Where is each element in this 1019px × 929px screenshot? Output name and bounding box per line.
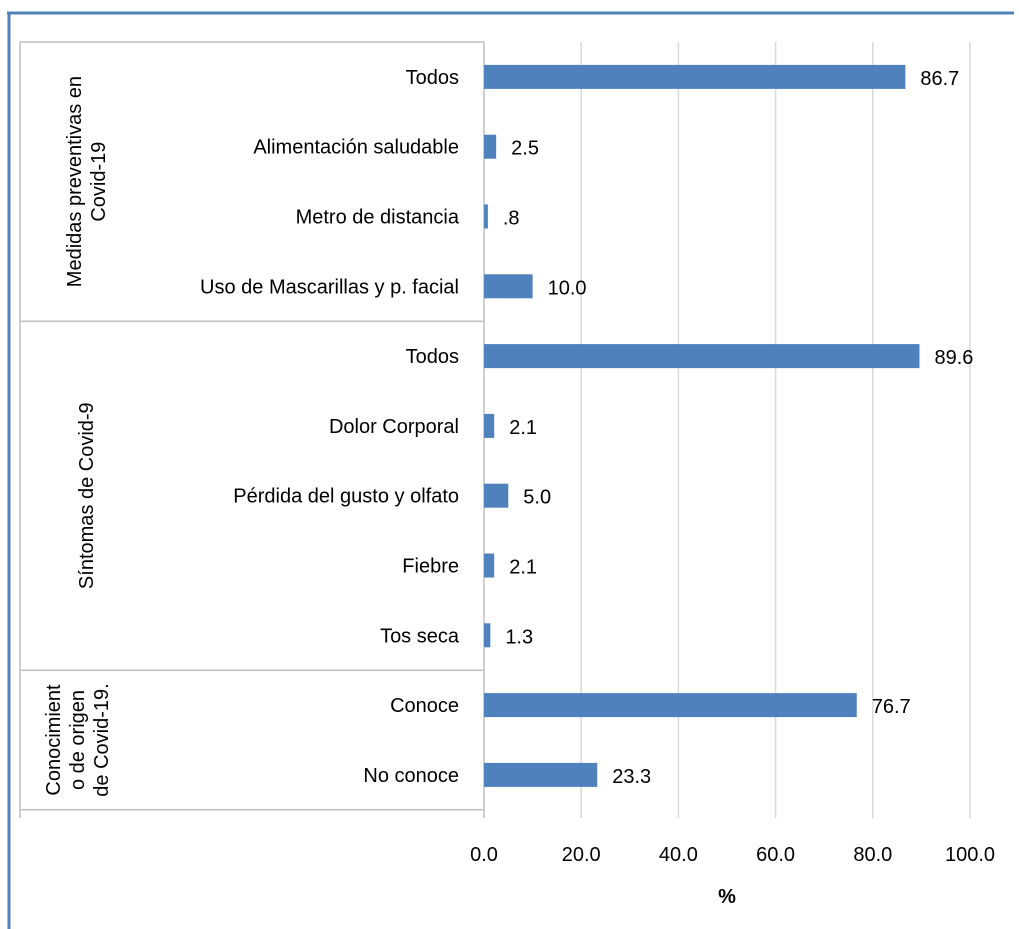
data-label: .8 xyxy=(503,208,520,230)
bar xyxy=(484,204,488,229)
data-label: 2.1 xyxy=(509,417,537,439)
group-label: o de origen xyxy=(67,690,89,790)
data-label: 1.3 xyxy=(505,626,533,648)
x-tick-label: 40.0 xyxy=(659,844,698,866)
bar xyxy=(484,344,920,369)
category-label: Alimentación saludable xyxy=(253,137,459,159)
bar xyxy=(484,762,598,787)
data-label: 2.1 xyxy=(509,557,537,579)
data-label: 89.6 xyxy=(934,347,973,369)
group-label: Conocimient xyxy=(43,684,65,796)
category-label: Metro de distancia xyxy=(296,207,460,229)
data-label: 86.7 xyxy=(920,68,959,90)
x-tick-label: 20.0 xyxy=(562,844,601,866)
bar xyxy=(484,623,491,648)
bar xyxy=(484,413,495,438)
bar xyxy=(484,483,509,508)
bar xyxy=(484,553,495,578)
bar xyxy=(484,274,533,299)
x-tick-label: 60.0 xyxy=(756,844,795,866)
category-label: No conoce xyxy=(363,765,459,787)
category-label: Todos xyxy=(406,346,459,368)
data-label: 23.3 xyxy=(612,766,651,788)
category-label: Pérdida del gusto y olfato xyxy=(233,486,459,508)
category-label: Uso de Mascarillas y p. facial xyxy=(200,276,459,298)
category-label: Conoce xyxy=(390,695,459,717)
bar xyxy=(484,64,906,89)
x-tick-label: 80.0 xyxy=(853,844,892,866)
data-label: 76.7 xyxy=(872,696,911,718)
bar xyxy=(484,693,857,718)
category-label: Dolor Corporal xyxy=(329,416,459,438)
group-label: Covid-19 xyxy=(88,142,110,222)
group-label: Medidas preventivas en xyxy=(64,76,86,287)
category-label: Fiebre xyxy=(402,556,459,578)
data-label: 10.0 xyxy=(548,277,587,299)
group-label: Síntomas de Covid-9 xyxy=(76,402,98,589)
data-label: 5.0 xyxy=(523,487,551,509)
category-label: Todos xyxy=(406,67,459,89)
x-tick-label: 100.0 xyxy=(945,844,995,866)
bar xyxy=(484,134,497,159)
x-axis-title: % xyxy=(718,886,736,908)
category-label: Tos seca xyxy=(380,625,460,647)
data-label: 2.5 xyxy=(511,138,539,160)
x-tick-label: 0.0 xyxy=(470,844,498,866)
group-label: de Covid-19. xyxy=(91,683,113,796)
